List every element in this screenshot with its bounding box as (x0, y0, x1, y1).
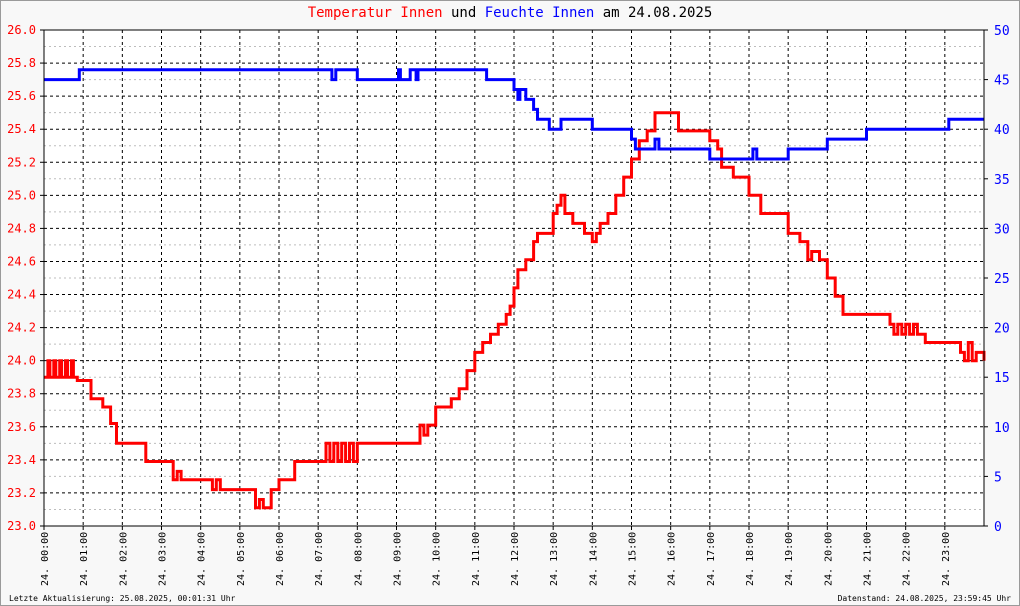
y-right-tick-label: 20 (994, 322, 1010, 337)
footer-last-update: Letzte Aktualisierung: 25.08.2025, 00:01… (9, 594, 236, 603)
grid (44, 30, 984, 526)
y-left-tick-label: 25.6 (7, 89, 36, 103)
x-tick-label: 24. 08:00 (353, 532, 364, 586)
y-left-tick-label: 23.0 (7, 519, 36, 533)
x-tick-label: 24. 17:00 (706, 532, 717, 586)
y-left-tick-label: 25.8 (7, 56, 36, 70)
y-right-tick-label: 0 (994, 520, 1002, 535)
title-date: am 24.08.2025 (594, 5, 713, 21)
footer-data-state: Datenstand: 24.08.2025, 23:59:45 Uhr (837, 594, 1011, 603)
y-left-tick-label: 25.0 (7, 188, 36, 202)
y-left-tick-label: 24.8 (7, 221, 36, 235)
x-tick-label: 24. 14:00 (588, 532, 599, 586)
x-tick-label: 24. 01:00 (79, 532, 90, 586)
y-right-tick-label: 45 (994, 74, 1010, 89)
tick-labels: 23.0 23.2 23.4 23.6 23.8 24.0 24.2 24.4 24.6 24.8… (7, 23, 1010, 586)
x-tick-label: 24. 03:00 (158, 532, 169, 586)
x-tick-label: 24. 21:00 (863, 532, 874, 586)
y-right-tick-label: 10 (994, 421, 1010, 436)
x-tick-label: 24. 09:00 (393, 532, 404, 586)
y-left-tick-label: 25.4 (7, 122, 36, 136)
y-left-tick-label: 23.6 (7, 420, 36, 434)
y-right-tick-label: 25 (994, 272, 1010, 287)
chart-title: Temperatur Innen und Feuchte Innen am 24… (0, 5, 1020, 21)
x-tick-label: 24. 13:00 (549, 532, 560, 586)
y-right-tick-label: 50 (994, 24, 1010, 39)
x-tick-label: 24. 07:00 (314, 532, 325, 586)
series-layer (44, 68, 986, 510)
y-left-tick-label: 24.4 (7, 288, 36, 302)
x-tick-label: 24. 15:00 (628, 532, 639, 586)
series-line-temperature (44, 111, 986, 510)
x-tick-label: 24. 06:00 (275, 532, 286, 586)
y-right-tick-label: 40 (994, 123, 1010, 138)
title-humidity: Feuchte Innen (484, 5, 595, 21)
x-tick-label: 24. 23:00 (941, 532, 952, 586)
y-left-tick-label: 23.4 (7, 453, 36, 467)
y-left-tick-label: 23.8 (7, 387, 36, 401)
y-right-tick-label: 30 (994, 222, 1010, 237)
y-left-tick-label: 25.2 (7, 155, 36, 169)
y-right-tick-label: 35 (994, 173, 1010, 188)
x-tick-label: 24. 18:00 (745, 532, 756, 586)
y-left-tick-label: 23.2 (7, 486, 36, 500)
x-tick-label: 24. 05:00 (236, 532, 247, 586)
y-left-tick-label: 24.2 (7, 321, 36, 335)
x-tick-label: 24. 00:00 (40, 532, 51, 586)
x-tick-label: 24. 04:00 (197, 532, 208, 586)
x-tick-label: 24. 19:00 (784, 532, 795, 586)
x-tick-label: 24. 10:00 (432, 532, 443, 586)
title-temperature: Temperatur Innen (307, 5, 443, 21)
series-line-humidity (44, 68, 984, 161)
x-tick-label: 24. 02:00 (118, 532, 129, 586)
axes (40, 29, 988, 530)
x-tick-label: 24. 22:00 (902, 532, 913, 586)
x-tick-label: 24. 11:00 (471, 532, 482, 586)
y-left-tick-label: 26.0 (7, 23, 36, 37)
y-left-tick-label: 24.6 (7, 254, 36, 268)
x-tick-label: 24. 12:00 (510, 532, 521, 586)
y-right-tick-label: 5 (994, 470, 1002, 485)
y-left-tick-label: 24.0 (7, 354, 36, 368)
x-tick-label: 24. 20:00 (823, 532, 834, 586)
title-connector: und (442, 5, 485, 21)
y-right-tick-label: 15 (994, 371, 1010, 386)
x-tick-label: 24. 16:00 (667, 532, 678, 586)
